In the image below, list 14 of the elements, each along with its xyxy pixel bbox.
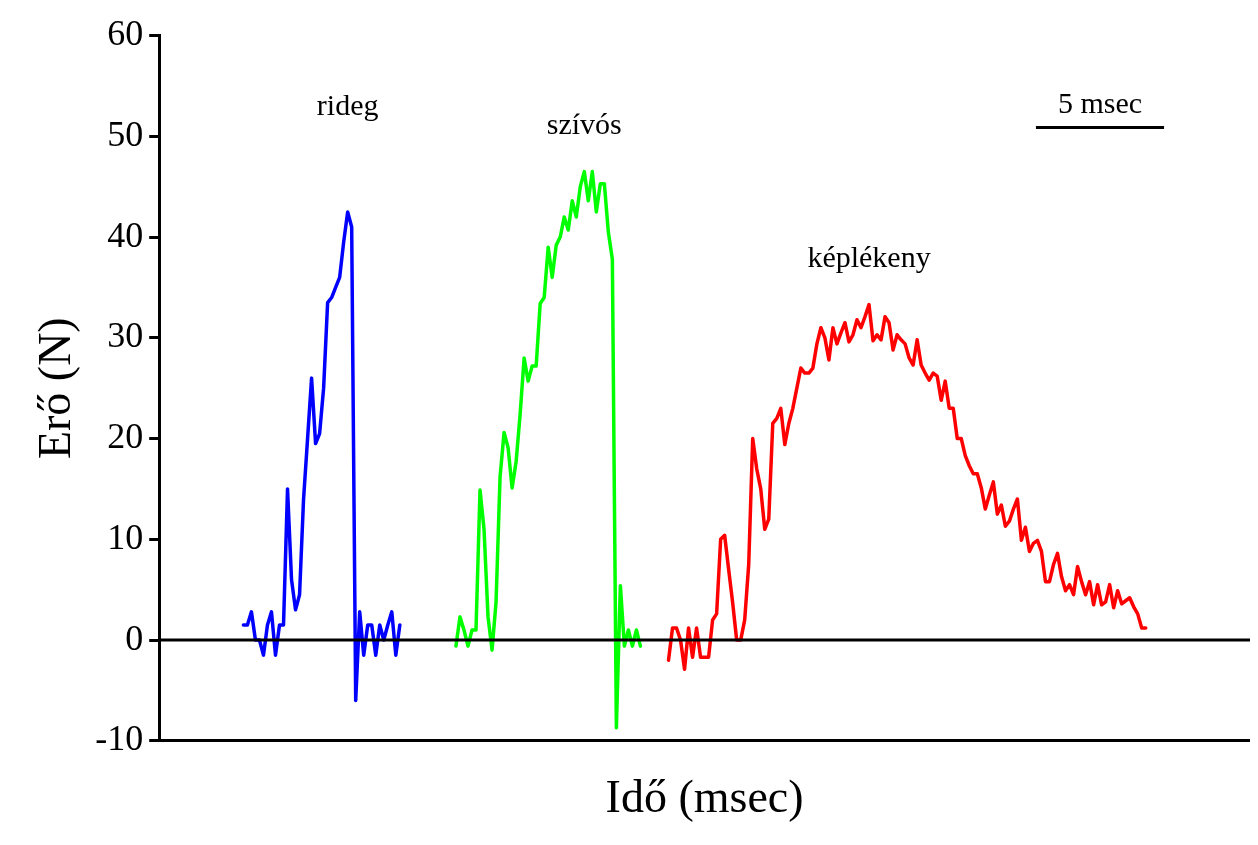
y-tick-label: 30 [107,315,144,356]
y-axis-title: Erő (N) [28,317,80,460]
y-tick-label: 10 [107,516,144,557]
x-axis-title: Idő (msec) [605,771,804,823]
y-tick-label: 60 [107,13,144,54]
y-tick-label: 0 [125,617,144,658]
y-tick-label: 40 [107,214,144,255]
y-tick-label: -10 [95,718,144,759]
y-tick-label: 50 [107,113,144,154]
annotation: rideg [316,87,379,121]
annotation: 5 msec [1057,86,1143,120]
annotation: szívós [546,107,622,141]
y-tick-label: 20 [107,416,144,457]
annotation: képlékeny [807,240,931,274]
